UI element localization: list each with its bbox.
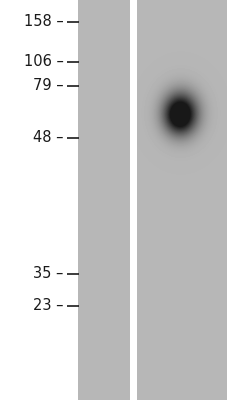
- Text: 35 –: 35 –: [33, 266, 64, 282]
- Text: 79 –: 79 –: [33, 78, 64, 94]
- Text: 23 –: 23 –: [33, 298, 64, 314]
- Text: 106 –: 106 –: [24, 54, 64, 70]
- Text: 48 –: 48 –: [33, 130, 64, 146]
- Text: 158 –: 158 –: [24, 14, 64, 30]
